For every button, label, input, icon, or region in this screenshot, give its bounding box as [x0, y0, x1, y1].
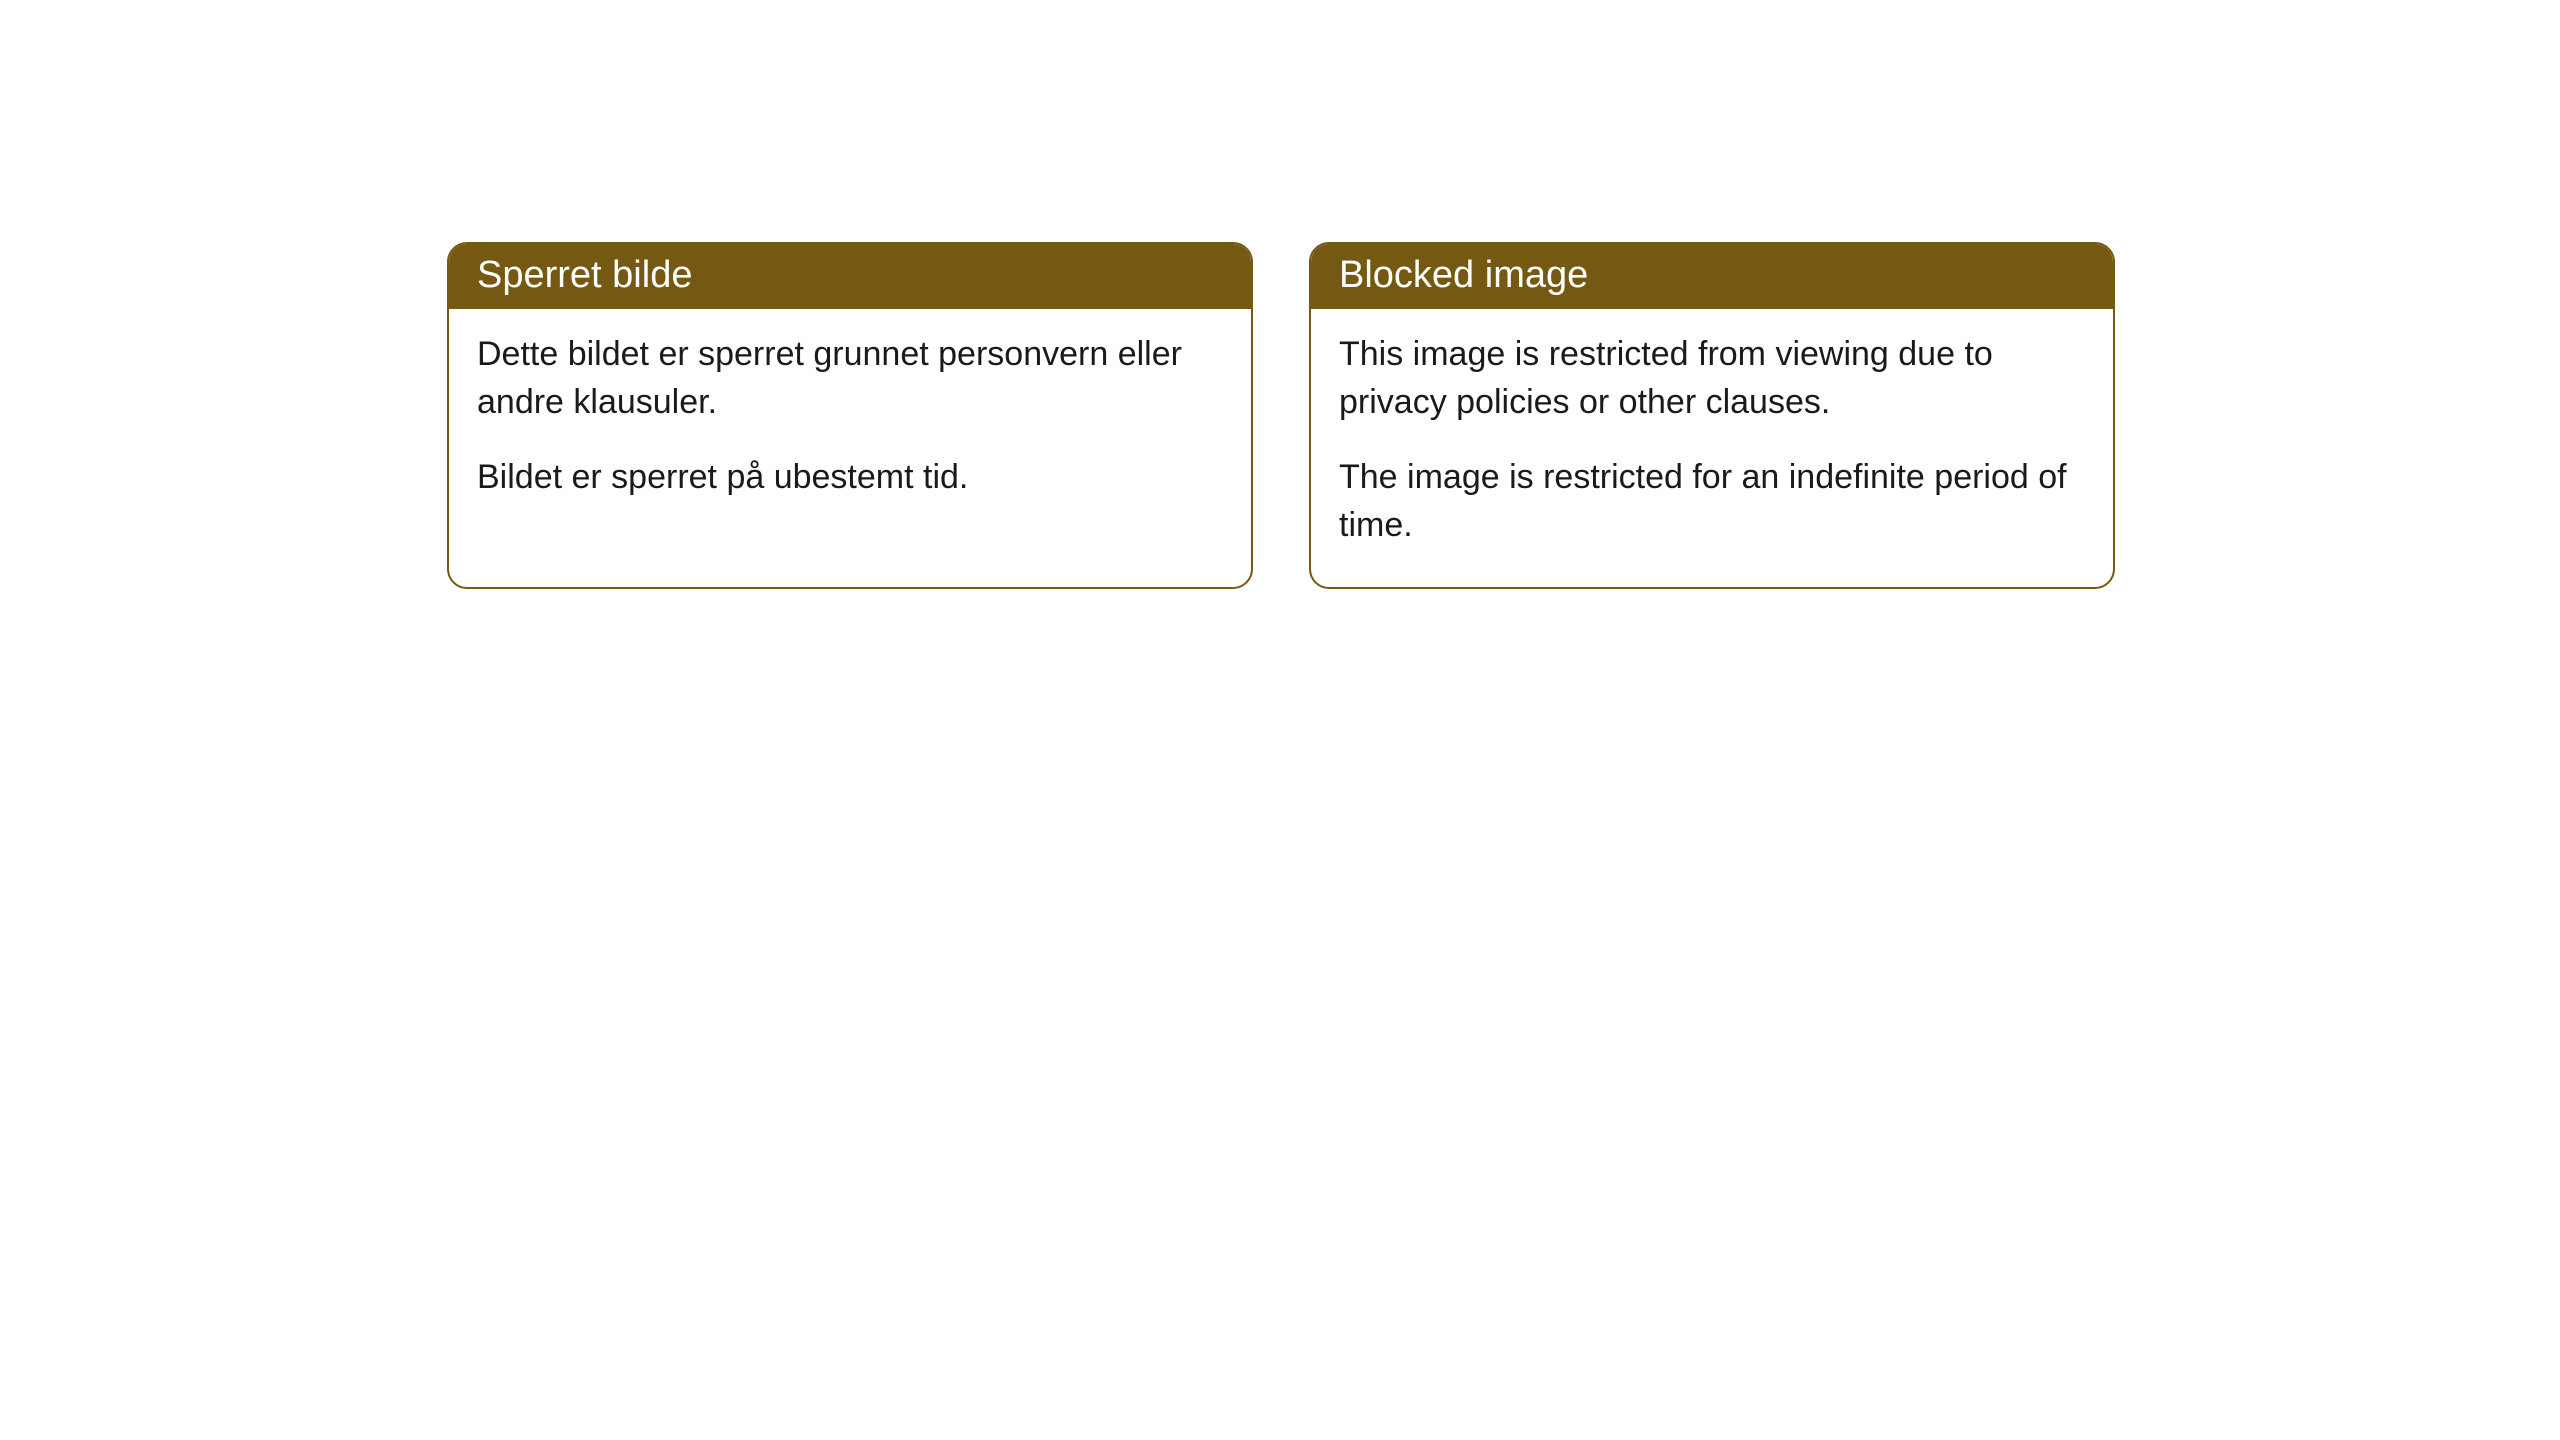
card-paragraph-2-en: The image is restricted for an indefinit…: [1339, 454, 2085, 549]
cards-container: Sperret bilde Dette bildet er sperret gr…: [447, 242, 2115, 589]
card-body-no: Dette bildet er sperret grunnet personve…: [449, 309, 1251, 540]
card-paragraph-1-no: Dette bildet er sperret grunnet personve…: [477, 331, 1223, 426]
blocked-image-card-no: Sperret bilde Dette bildet er sperret gr…: [447, 242, 1253, 589]
card-header-no: Sperret bilde: [449, 244, 1251, 309]
card-paragraph-2-no: Bildet er sperret på ubestemt tid.: [477, 454, 1223, 502]
card-header-en: Blocked image: [1311, 244, 2113, 309]
card-paragraph-1-en: This image is restricted from viewing du…: [1339, 331, 2085, 426]
card-body-en: This image is restricted from viewing du…: [1311, 309, 2113, 587]
blocked-image-card-en: Blocked image This image is restricted f…: [1309, 242, 2115, 589]
